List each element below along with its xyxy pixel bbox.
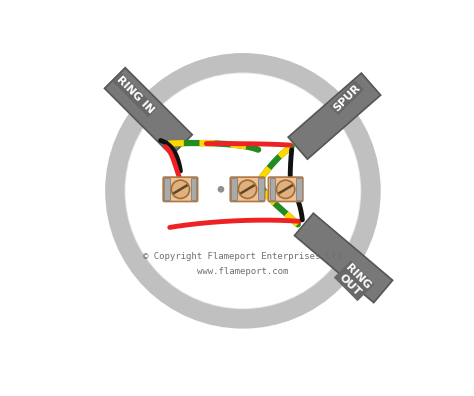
Circle shape (126, 73, 360, 308)
Bar (258, 178, 264, 200)
Bar (164, 178, 170, 200)
FancyBboxPatch shape (163, 177, 198, 202)
Circle shape (218, 186, 224, 193)
Bar (191, 178, 196, 200)
Polygon shape (288, 73, 381, 159)
Bar (231, 178, 237, 200)
Text: RING IN: RING IN (114, 74, 155, 115)
Text: www.flameport.com: www.flameport.com (197, 267, 289, 276)
Circle shape (171, 180, 190, 198)
Bar (296, 178, 301, 200)
Bar (270, 178, 275, 200)
Circle shape (115, 63, 371, 319)
Circle shape (276, 180, 295, 198)
Polygon shape (104, 68, 192, 156)
Text: SPUR: SPUR (331, 82, 362, 113)
Text: © Copyright Flameport Enterprises Ltd: © Copyright Flameport Enterprises Ltd (144, 252, 342, 261)
FancyBboxPatch shape (230, 177, 264, 202)
Text: RING
OUT: RING OUT (336, 262, 373, 299)
FancyBboxPatch shape (268, 177, 303, 202)
Polygon shape (294, 213, 392, 303)
Circle shape (238, 180, 256, 198)
